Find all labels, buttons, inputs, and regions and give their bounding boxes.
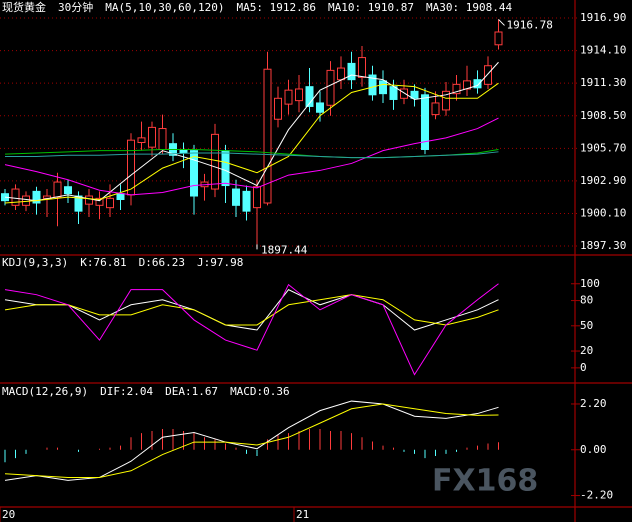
candle-body bbox=[190, 150, 198, 197]
candle-body bbox=[158, 128, 167, 150]
y-tick-label: 1897.30 bbox=[580, 239, 626, 252]
candle-body bbox=[452, 83, 461, 95]
candle-body bbox=[64, 186, 72, 195]
indicator-line bbox=[4, 400, 499, 481]
candle-body bbox=[347, 62, 356, 81]
header-label: MA(5,10,30,60,120) bbox=[105, 1, 224, 14]
y-tick-label: 1916.90 bbox=[580, 11, 626, 24]
y-tick-label: 1902.90 bbox=[580, 174, 626, 187]
candle-body bbox=[179, 148, 188, 154]
annotation-leader bbox=[498, 19, 505, 26]
candle-body bbox=[284, 89, 293, 105]
candle-body bbox=[106, 197, 114, 209]
header-label: DEA:1.67 bbox=[165, 385, 218, 398]
indicator-line bbox=[4, 403, 499, 478]
candle-body bbox=[95, 197, 104, 206]
y-tick-label: 0 bbox=[580, 361, 587, 374]
candle-body bbox=[274, 97, 282, 120]
indicator-line bbox=[5, 151, 499, 159]
candle-body bbox=[358, 57, 366, 78]
header-label: MA30: 1908.44 bbox=[426, 1, 512, 14]
x-tick-label: 21 bbox=[296, 508, 309, 521]
header-label: 30分钟 bbox=[58, 0, 93, 14]
header-label: K:76.81 bbox=[80, 256, 126, 269]
candle-body bbox=[116, 193, 125, 201]
candle-body bbox=[379, 80, 387, 95]
candle-body bbox=[127, 139, 135, 196]
candle-body bbox=[32, 190, 41, 204]
header-label: J:97.98 bbox=[197, 256, 243, 269]
candle-body bbox=[295, 88, 303, 102]
candle-body bbox=[221, 150, 230, 187]
candle-body bbox=[148, 126, 156, 148]
candle-body bbox=[305, 86, 314, 107]
y-tick-label: 80 bbox=[580, 294, 593, 307]
candle-body bbox=[232, 188, 240, 206]
y-tick-label: 1905.70 bbox=[580, 141, 626, 154]
header-label: D:66.23 bbox=[139, 256, 185, 269]
y-tick-label: 1914.10 bbox=[580, 44, 626, 57]
candle-body bbox=[316, 102, 324, 113]
indicator-line bbox=[4, 283, 499, 376]
header-label: MA5: 1912.86 bbox=[236, 1, 315, 14]
y-tick-label: -2.20 bbox=[580, 489, 613, 502]
y-tick-label: 20 bbox=[580, 344, 593, 357]
candle-body bbox=[410, 90, 419, 99]
y-tick-label: 0.00 bbox=[580, 443, 607, 456]
candle-body bbox=[400, 88, 408, 99]
candle-body bbox=[211, 133, 219, 190]
candle-body bbox=[263, 68, 272, 204]
candle-body bbox=[242, 190, 251, 212]
annotation: 1897.44 bbox=[261, 243, 308, 256]
indicator-line bbox=[4, 289, 499, 331]
candle-body bbox=[337, 67, 345, 81]
header-label: 现货黄金 bbox=[2, 0, 46, 14]
candle-body bbox=[326, 69, 335, 106]
indicator-line bbox=[4, 82, 499, 204]
candle-body bbox=[421, 94, 429, 150]
y-tick-label: 100 bbox=[580, 277, 600, 290]
candle-body bbox=[85, 195, 93, 205]
header-label: KDJ(9,3,3) bbox=[2, 256, 68, 269]
candle-body bbox=[22, 195, 30, 206]
candle-body bbox=[494, 31, 503, 46]
y-tick-label: 1908.50 bbox=[580, 109, 626, 122]
indicator-line bbox=[4, 117, 499, 196]
header-label: MA10: 1910.87 bbox=[328, 1, 414, 14]
candle-body bbox=[389, 86, 398, 100]
candle-body bbox=[431, 102, 440, 116]
y-tick-label: 50 bbox=[580, 319, 593, 332]
y-tick-label: 1900.10 bbox=[580, 206, 626, 219]
header-label: MACD(12,26,9) bbox=[2, 385, 88, 398]
header-label: DIF:2.04 bbox=[100, 385, 153, 398]
annotation: 1916.78 bbox=[507, 18, 553, 31]
candle-body bbox=[473, 79, 482, 89]
candle-body bbox=[11, 188, 20, 206]
candle-body bbox=[442, 90, 450, 111]
indicator-line bbox=[4, 294, 499, 326]
header-label: MACD:0.36 bbox=[230, 385, 290, 398]
candle-body bbox=[368, 74, 377, 96]
candle-body bbox=[53, 181, 62, 198]
x-tick-label: 20 bbox=[2, 508, 15, 521]
y-tick-label: 1911.30 bbox=[580, 76, 626, 89]
candle-body bbox=[484, 65, 492, 85]
watermark: FX168 bbox=[432, 464, 538, 499]
candle-body bbox=[137, 137, 146, 144]
candle-body bbox=[74, 195, 83, 212]
candle-body bbox=[253, 186, 261, 209]
y-tick-label: 2.20 bbox=[580, 397, 607, 410]
